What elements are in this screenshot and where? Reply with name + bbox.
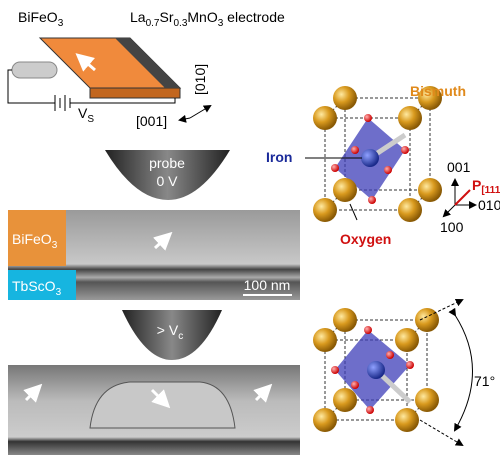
substrate-band — [8, 270, 76, 300]
polarization-arrow — [75, 53, 96, 72]
probe-tip — [11, 61, 58, 79]
film-label: BiFeO3 — [18, 9, 64, 29]
circuit — [7, 69, 176, 104]
text-part: MnO — [187, 9, 217, 25]
bismuth-label: Bismuth — [410, 83, 466, 99]
text-part: Sr — [159, 9, 173, 25]
text-part: 3 — [56, 287, 62, 298]
probe — [122, 310, 222, 360]
polarization-arrow — [150, 388, 171, 409]
text-part: BiFeO — [12, 231, 52, 247]
probe — [105, 150, 230, 200]
electrode-label: La0.7Sr0.3MnO3 electrode — [130, 9, 285, 29]
text-part: P — [472, 177, 481, 193]
angle-label: 71° — [474, 373, 495, 389]
polarization-arrow — [153, 231, 173, 251]
text-part: > V — [157, 322, 179, 338]
substrate-label: TbScO3 — [12, 278, 62, 298]
crystal-top — [305, 86, 442, 222]
text-part: 3 — [58, 18, 64, 29]
text-part: BiFeO — [18, 9, 58, 25]
iron-label: Iron — [266, 149, 292, 165]
axis-arrow — [178, 114, 191, 123]
text-part: V — [78, 105, 88, 121]
crystal-bottom — [313, 298, 473, 447]
film-side — [89, 87, 181, 99]
axis-label: 010 — [478, 197, 500, 213]
scale-label: 100 nm — [244, 277, 291, 293]
text-part: 3 — [52, 240, 58, 251]
electrode — [115, 38, 180, 88]
axis-label: [010] — [192, 64, 208, 95]
text-part: La — [130, 9, 146, 25]
battery — [54, 95, 71, 111]
axes — [442, 178, 477, 218]
probe-voltage: 0 V — [156, 173, 178, 189]
probe-label: probe — [149, 155, 185, 171]
polarization-arrow — [23, 383, 43, 403]
text-part: 0.3 — [173, 18, 187, 29]
axis-label: 001 — [447, 159, 471, 175]
film-label: BiFeO3 — [12, 231, 58, 251]
text-part: 0.7 — [146, 18, 160, 29]
text-part: S — [87, 114, 94, 125]
film-band — [8, 210, 66, 266]
text-part: [111] — [481, 185, 500, 196]
text-part: TbScO — [12, 278, 56, 294]
axis-arrow — [189, 104, 212, 119]
axis-label: [001] — [136, 113, 167, 129]
polarization-arrow — [253, 383, 273, 403]
switched-domain — [89, 381, 236, 429]
polarization-label: P[111] — [472, 177, 500, 196]
oxygen-label: Oxygen — [340, 231, 391, 247]
probe-voltage: > Vc — [157, 322, 183, 342]
text-part: electrode — [223, 9, 285, 25]
device: BiFeO3 La0.7Sr0.3MnO3 electrode VS [010]… — [7, 9, 285, 129]
axis-label: 100 — [440, 219, 464, 235]
voltage-label: VS — [78, 105, 94, 125]
text-part: 3 — [218, 18, 224, 29]
text-part: c — [178, 331, 183, 342]
